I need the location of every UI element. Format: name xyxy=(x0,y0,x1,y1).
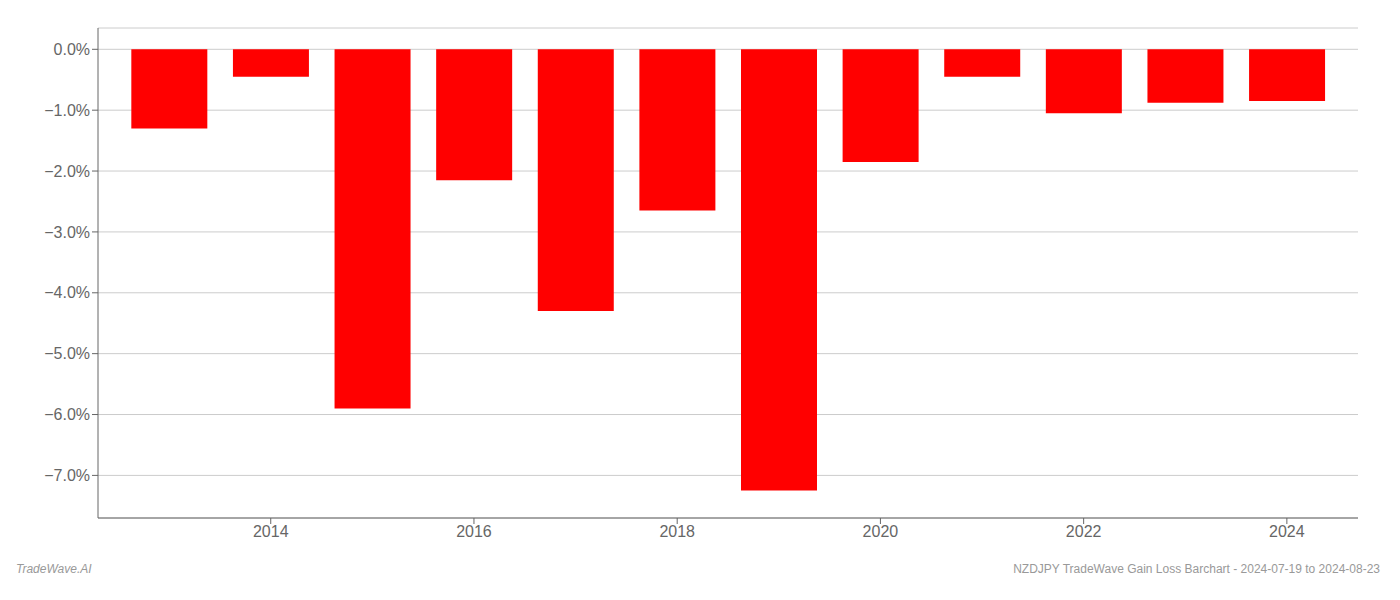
svg-text:2018: 2018 xyxy=(659,523,695,540)
svg-text:−2.0%: −2.0% xyxy=(44,163,90,180)
svg-text:2014: 2014 xyxy=(253,523,289,540)
svg-text:−6.0%: −6.0% xyxy=(44,406,90,423)
svg-text:−7.0%: −7.0% xyxy=(44,467,90,484)
svg-text:2020: 2020 xyxy=(863,523,899,540)
html-text:TradeWave.AI: TradeWave.AI xyxy=(16,562,92,576)
svg-text:−5.0%: −5.0% xyxy=(44,345,90,362)
svg-text:−4.0%: −4.0% xyxy=(44,284,90,301)
svg-text:2024: 2024 xyxy=(1269,523,1305,540)
svg-text:2016: 2016 xyxy=(456,523,492,540)
html-text:NZDJPY TradeWave Gain Loss Bar: NZDJPY TradeWave Gain Loss Barchart - 20… xyxy=(1013,562,1380,576)
svg-text:0.0%: 0.0% xyxy=(54,41,90,58)
svg-text:−1.0%: −1.0% xyxy=(44,102,90,119)
svg-text:2022: 2022 xyxy=(1066,523,1102,540)
svg-text:−3.0%: −3.0% xyxy=(44,224,90,241)
